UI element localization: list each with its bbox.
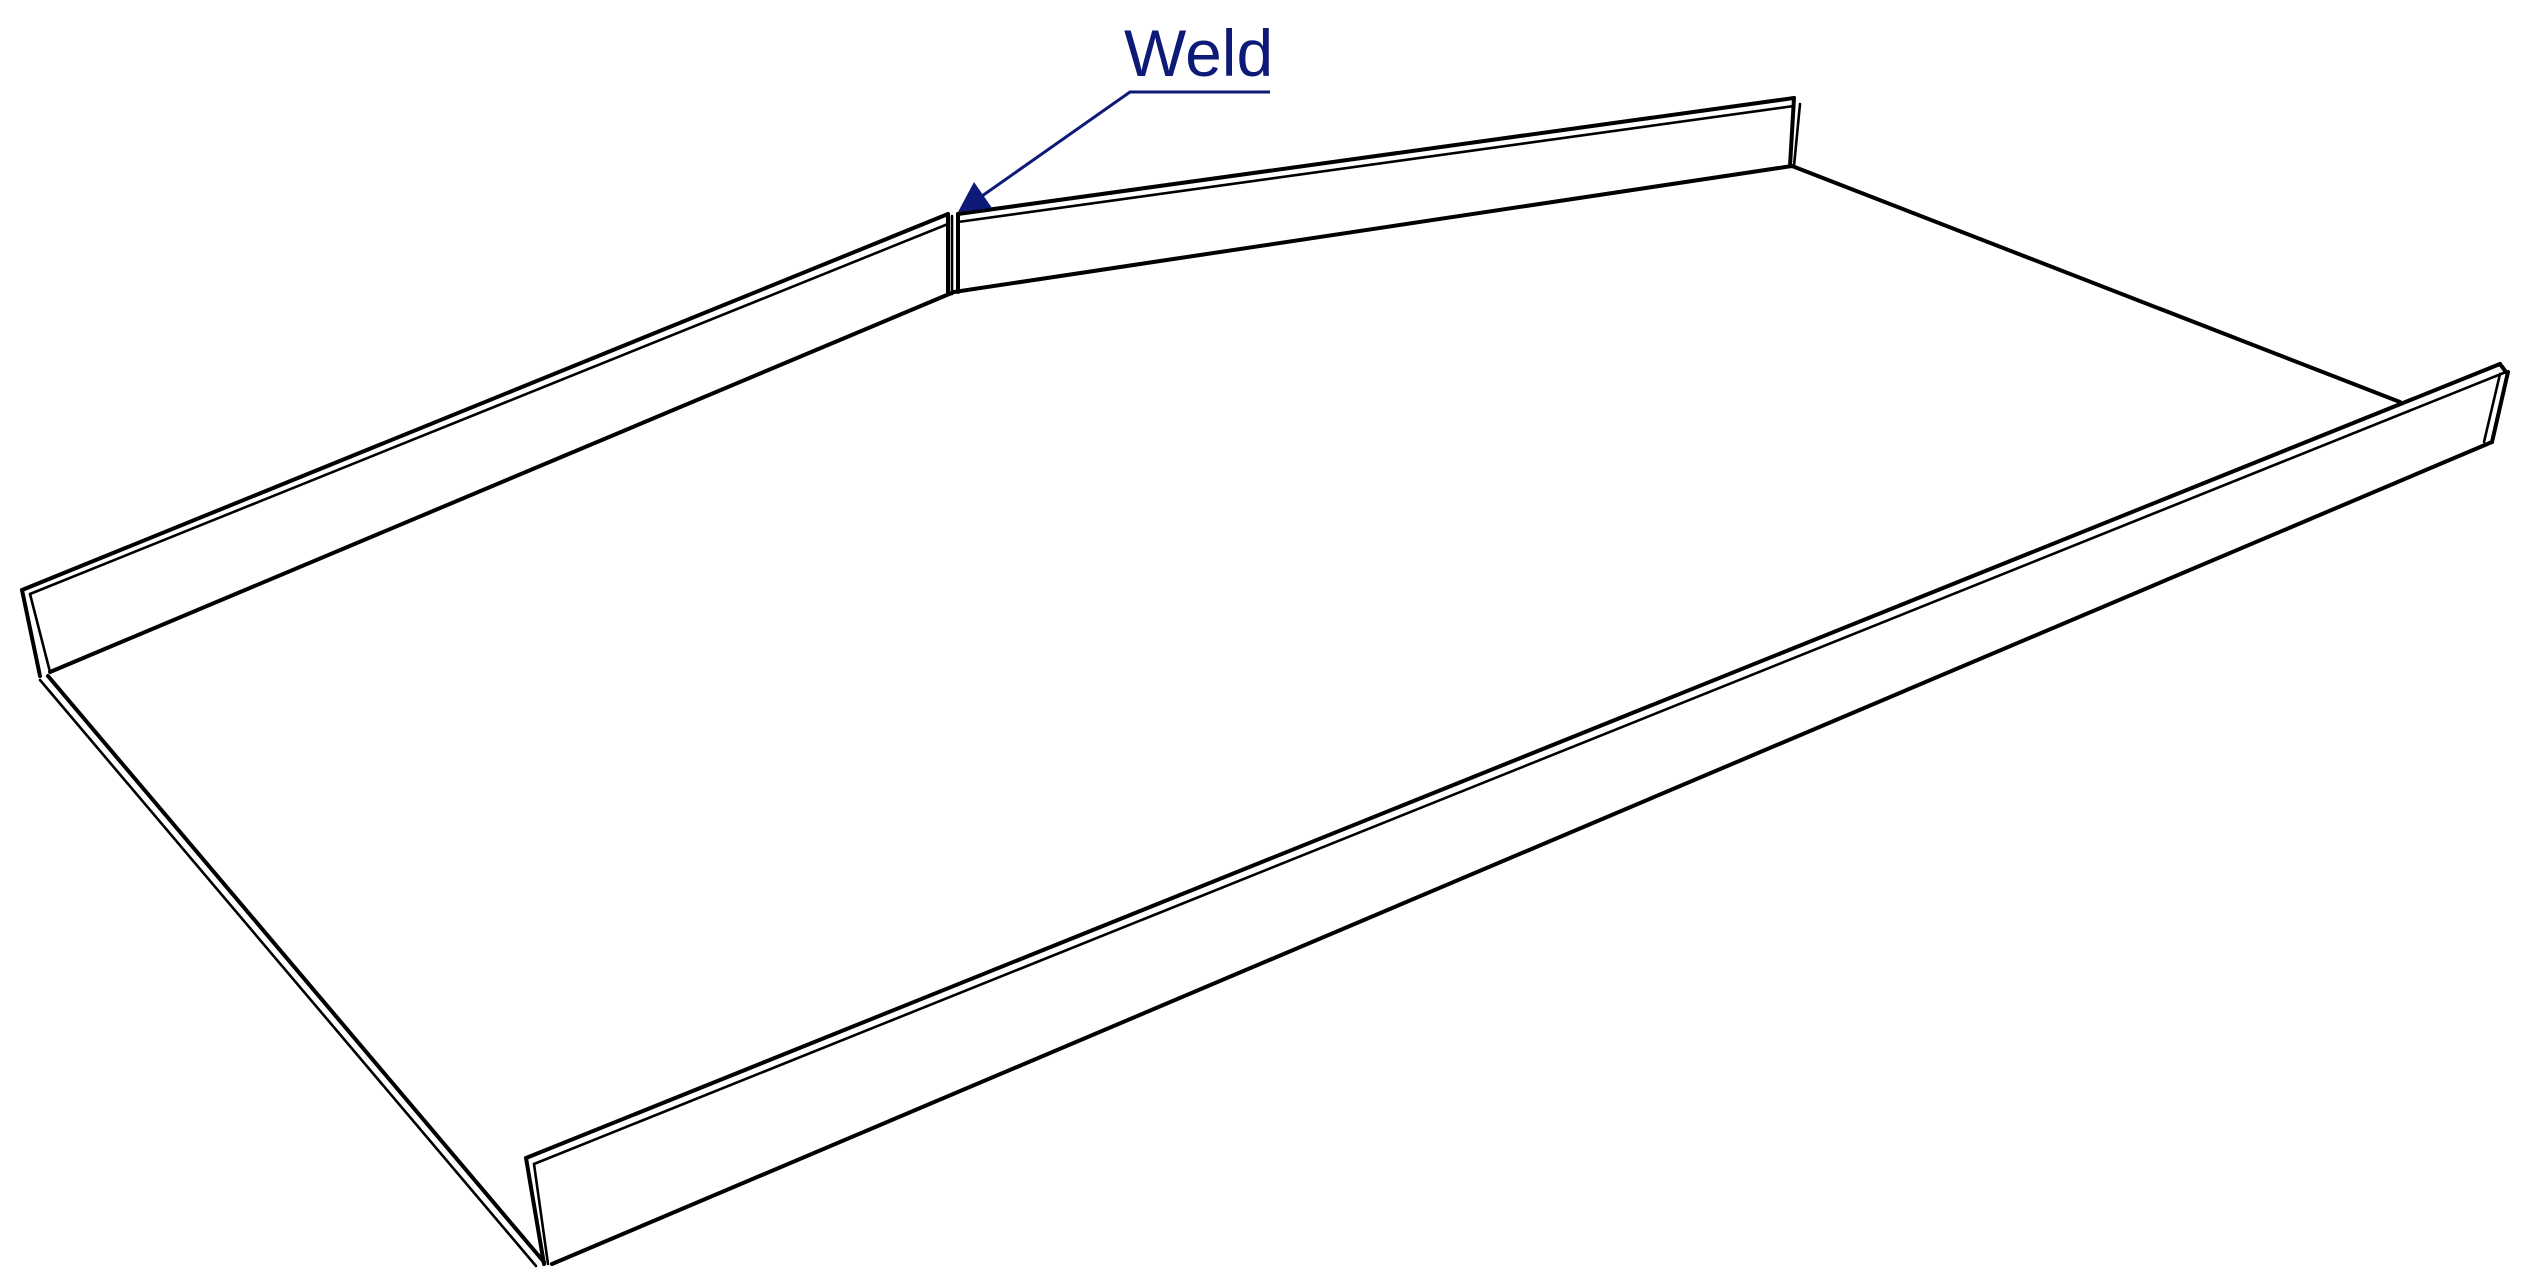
right-flange [524,362,2510,1266]
back-flange [950,96,1802,296]
leader-arrowhead [958,182,992,212]
weld-label: Weld [1124,16,1273,90]
leader-line [981,90,1270,198]
weld-callout: Weld [958,16,1273,212]
left-flange [20,212,950,678]
tray-base [38,164,2494,1268]
